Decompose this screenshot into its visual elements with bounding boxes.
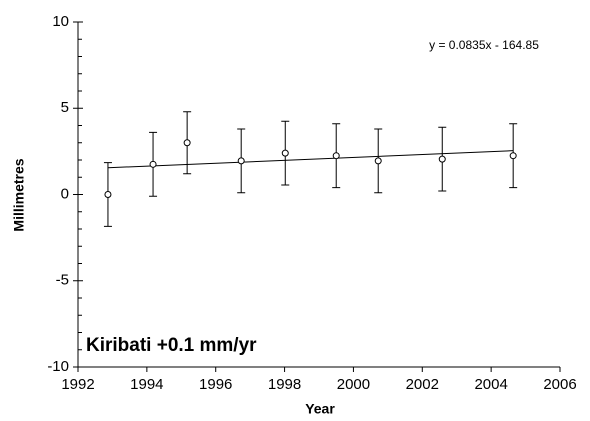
y-tick-label: 5 xyxy=(61,99,69,116)
y-tick-label: 10 xyxy=(52,13,69,30)
x-tick-label: 1992 xyxy=(61,376,94,393)
y-tick-label: -5 xyxy=(56,272,69,289)
point xyxy=(374,157,382,165)
equation: y = 0.0835x - 164.85 xyxy=(429,38,539,52)
x-axis-label: Year xyxy=(305,401,335,417)
y-axis-label: Millimetres xyxy=(11,158,27,231)
point xyxy=(149,160,157,168)
x-tick-label: 2002 xyxy=(406,376,439,393)
point xyxy=(332,152,340,160)
x-tick-label: 2006 xyxy=(543,376,576,393)
x-tick-label: 1994 xyxy=(130,376,163,393)
x-tick-label: 1998 xyxy=(268,376,301,393)
x-tick-label: 1996 xyxy=(199,376,232,393)
point xyxy=(104,191,112,198)
x-tick-label: 2000 xyxy=(337,376,370,393)
trend-line xyxy=(107,150,514,169)
point xyxy=(183,139,191,147)
point xyxy=(237,157,245,165)
point xyxy=(509,152,517,160)
x-tick-label: 2004 xyxy=(474,376,507,393)
y-tick-label: 0 xyxy=(61,185,69,202)
y-tick-label: -10 xyxy=(47,358,69,375)
annotation: Kiribati +0.1 mm/yr xyxy=(86,335,257,356)
point xyxy=(281,149,289,157)
point xyxy=(438,155,446,163)
